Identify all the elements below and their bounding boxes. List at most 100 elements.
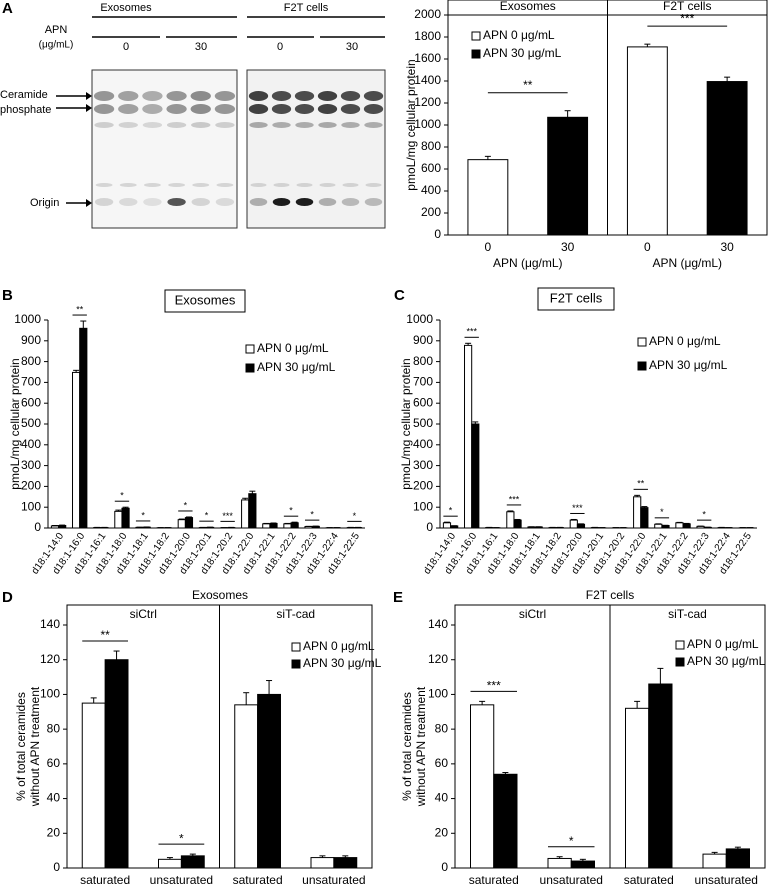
y-tick-label: 1000: [14, 312, 41, 326]
x-axis-label: APN (μg/mL): [652, 256, 722, 270]
significance: *: [569, 834, 574, 848]
y-tick-label: 60: [47, 756, 61, 770]
bar: [114, 510, 123, 529]
band: [271, 104, 292, 114]
legend-swatch: [675, 640, 685, 650]
y-tick-label: 600: [421, 161, 441, 175]
y-tick-label: 1000: [406, 312, 433, 326]
spot: [364, 198, 383, 206]
band: [94, 122, 114, 128]
x-tick-label: unsaturated: [540, 873, 603, 887]
band: [142, 122, 163, 128]
x-axis-label: APN (μg/mL): [493, 256, 563, 270]
spot: [143, 198, 162, 206]
bar: [50, 525, 60, 529]
significance: ***: [466, 327, 477, 337]
legend-label: APN 0 μg/mL: [649, 334, 721, 348]
y-tick-label: 140: [428, 617, 448, 631]
y-tick-label: 20: [435, 825, 449, 839]
y-axis-label: pmoL/mg cellular protein: [404, 59, 418, 190]
chart-title: F2T cells: [550, 290, 603, 305]
blot-group: F2T cells: [284, 2, 329, 14]
legend-label: APN 0 μg/mL: [257, 341, 329, 355]
spot: [272, 198, 291, 206]
significance: ***: [509, 494, 520, 504]
bar: [121, 507, 130, 529]
band: [190, 104, 211, 114]
significance: **: [76, 304, 84, 314]
bar: [79, 327, 88, 529]
bar: [569, 519, 578, 529]
band: [166, 91, 187, 101]
band: [93, 91, 115, 101]
spot: [215, 198, 235, 206]
band: [214, 104, 236, 114]
legend-label: APN 30 μg/mL: [483, 46, 562, 60]
band: [118, 122, 138, 128]
significance: *: [205, 511, 209, 521]
y-tick-label: 800: [413, 354, 433, 368]
arrow-head: [86, 104, 92, 112]
band: [168, 183, 186, 187]
bar: [682, 523, 691, 529]
bar: [158, 858, 182, 869]
significance: **: [523, 78, 533, 92]
y-tick-label: 700: [413, 375, 433, 389]
legend-label: APN 30 μg/mL: [687, 654, 766, 668]
y-axis-label: % of total ceramides: [400, 692, 414, 801]
y-tick-label: 140: [40, 617, 60, 631]
band: [118, 104, 139, 114]
bar: [241, 499, 250, 529]
band-label: Ceramide: [0, 89, 48, 101]
band-label: phosphate: [0, 104, 51, 116]
band: [119, 183, 137, 187]
y-tick-label: 600: [21, 395, 41, 409]
band: [365, 183, 382, 187]
legend-label: APN 30 μg/mL: [649, 358, 728, 372]
group-label: Exosomes: [500, 0, 556, 13]
y-tick-label: 1600: [414, 51, 441, 65]
significance: *: [141, 510, 145, 520]
origin-label: Origin: [30, 197, 59, 209]
x-tick-label: unsaturated: [695, 873, 758, 887]
bar: [625, 707, 650, 869]
bar: [661, 525, 670, 529]
band: [142, 104, 163, 114]
y-tick-label: 900: [413, 333, 433, 347]
band: [294, 91, 315, 101]
band: [118, 91, 139, 101]
blot-image: [246, 69, 386, 229]
arrow-head: [86, 199, 92, 207]
y-tick-label: 900: [21, 333, 41, 347]
bar: [177, 519, 186, 529]
x-tick-label: 0: [485, 240, 492, 254]
bar: [104, 659, 129, 869]
y-tick-label: 1800: [414, 29, 441, 43]
y-tick-label: 0: [34, 520, 41, 534]
band: [317, 91, 338, 101]
band: [216, 183, 234, 187]
significance: ***: [487, 679, 501, 693]
group-label: siT-cad: [276, 607, 315, 621]
y-tick-label: 1000: [414, 117, 441, 131]
band: [296, 183, 313, 187]
bar: [464, 344, 473, 529]
x-tick-label: saturated: [624, 873, 674, 887]
panel-letter: B: [2, 287, 13, 304]
blot-dose: 0: [123, 41, 129, 53]
band: [317, 104, 338, 114]
panel-letter: C: [394, 287, 405, 304]
group-label: siT-cad: [668, 607, 707, 621]
band: [190, 91, 211, 101]
bar: [547, 857, 572, 869]
blot-image: [91, 69, 238, 229]
y-tick-label: 2000: [414, 7, 441, 21]
significance: *: [449, 506, 453, 516]
y-tick-label: 0: [426, 520, 433, 534]
bar: [547, 116, 589, 236]
band: [319, 183, 336, 187]
y-tick-label: 40: [435, 791, 449, 805]
bar: [72, 371, 81, 529]
band: [271, 91, 292, 101]
panel-letter: D: [2, 589, 13, 606]
